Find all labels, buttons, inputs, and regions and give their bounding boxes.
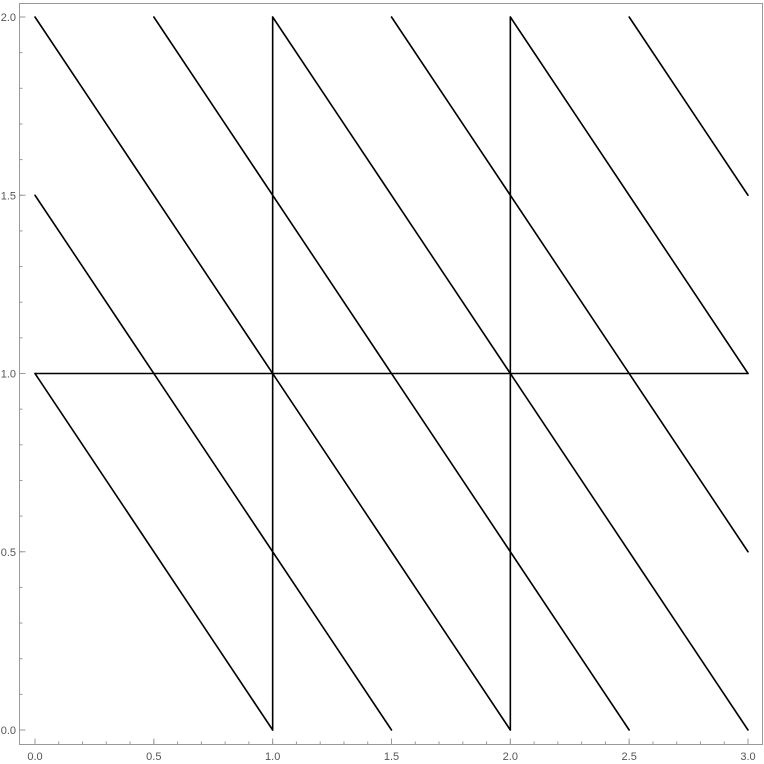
line-segment-0 xyxy=(34,372,274,731)
y-tick-label: 1.0 xyxy=(1,369,16,381)
y-tick-label: 1.5 xyxy=(1,190,16,202)
line-segment-5 xyxy=(390,16,749,553)
line-segment-1 xyxy=(34,194,393,731)
x-tick-label: 0.5 xyxy=(146,751,161,763)
y-tick-label: 0.5 xyxy=(1,547,16,559)
x-tick-label: 1.5 xyxy=(384,751,399,763)
x-tick-label: 1.0 xyxy=(265,751,280,763)
y-tick-label: 0.0 xyxy=(1,725,16,737)
x-tick-label: 0.0 xyxy=(27,751,42,763)
line-segment-6 xyxy=(509,16,749,375)
x-tick-label: 2.5 xyxy=(622,751,637,763)
x-tick-label: 3.0 xyxy=(740,751,755,763)
x-axis: 0.0 0.5 1.0 1.5 2.0 2.5 3.0 xyxy=(27,738,756,763)
y-tick-label: 2.0 xyxy=(1,12,16,24)
line-segments xyxy=(34,16,749,731)
x-tick-label: 2.0 xyxy=(503,751,518,763)
line-segment-7 xyxy=(628,16,749,197)
y-axis: 0.0 0.5 1.0 1.5 2.0 xyxy=(1,12,26,737)
